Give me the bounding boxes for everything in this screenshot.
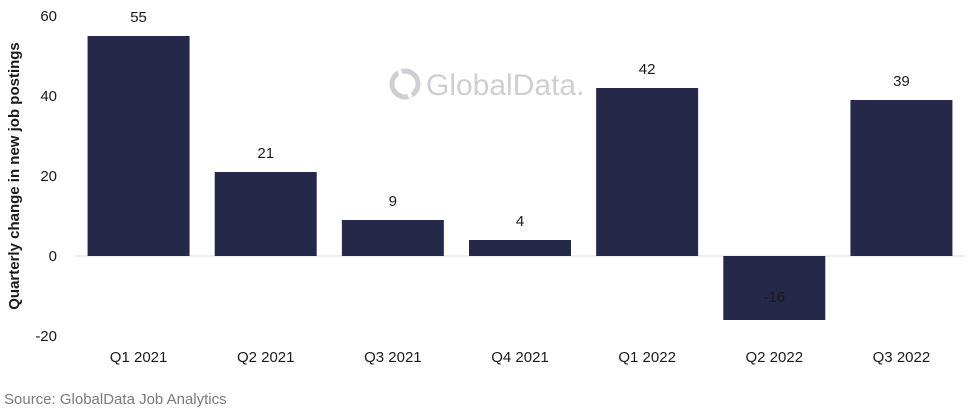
data-label: 42 xyxy=(639,61,656,78)
x-axis: Q1 2021 Q2 2021 Q3 2021 Q4 2021 Q1 2022 Q2 20… xyxy=(110,349,930,366)
y-tick-label: 0 xyxy=(49,248,57,265)
x-tick-label: Q3 2021 xyxy=(364,349,422,366)
bar xyxy=(596,88,699,256)
bar-chart: GlobalData. -20 0 20 40 60 Quarterly change … xyxy=(6,8,965,366)
data-label: 4 xyxy=(516,213,524,230)
bar xyxy=(723,256,826,320)
source-note: Source: GlobalData Job Analytics xyxy=(4,391,227,408)
data-label: 39 xyxy=(893,73,910,90)
globaldata-watermark: GlobalData. xyxy=(389,68,584,102)
data-labels: 55 21 9 4 42 -16 39 xyxy=(130,9,910,306)
bars xyxy=(87,36,953,320)
y-tick-label: 40 xyxy=(40,88,57,105)
x-tick-label: Q1 2022 xyxy=(618,349,676,366)
watermark-text: GlobalData. xyxy=(426,69,584,102)
x-tick-label: Q4 2021 xyxy=(491,349,549,366)
bar xyxy=(469,240,571,256)
x-tick-label: Q2 2021 xyxy=(237,349,295,366)
data-label: 21 xyxy=(257,145,274,162)
y-axis-label: Quarterly change in new job postings xyxy=(6,42,23,310)
data-label: -16 xyxy=(763,289,785,306)
y-axis: -20 0 20 40 60 xyxy=(35,8,57,345)
y-tick-label: -20 xyxy=(35,328,57,345)
bar xyxy=(850,100,953,256)
watermark-logo-icon xyxy=(389,68,421,100)
x-tick-label: Q3 2022 xyxy=(873,349,931,366)
bar xyxy=(214,172,317,256)
y-tick-label: 20 xyxy=(40,168,57,185)
x-tick-label: Q1 2021 xyxy=(110,349,168,366)
bar xyxy=(341,220,444,256)
data-label: 55 xyxy=(130,9,147,26)
data-label: 9 xyxy=(389,193,397,210)
bar xyxy=(87,36,190,256)
x-tick-label: Q2 2022 xyxy=(746,349,804,366)
y-tick-label: 60 xyxy=(40,8,57,25)
